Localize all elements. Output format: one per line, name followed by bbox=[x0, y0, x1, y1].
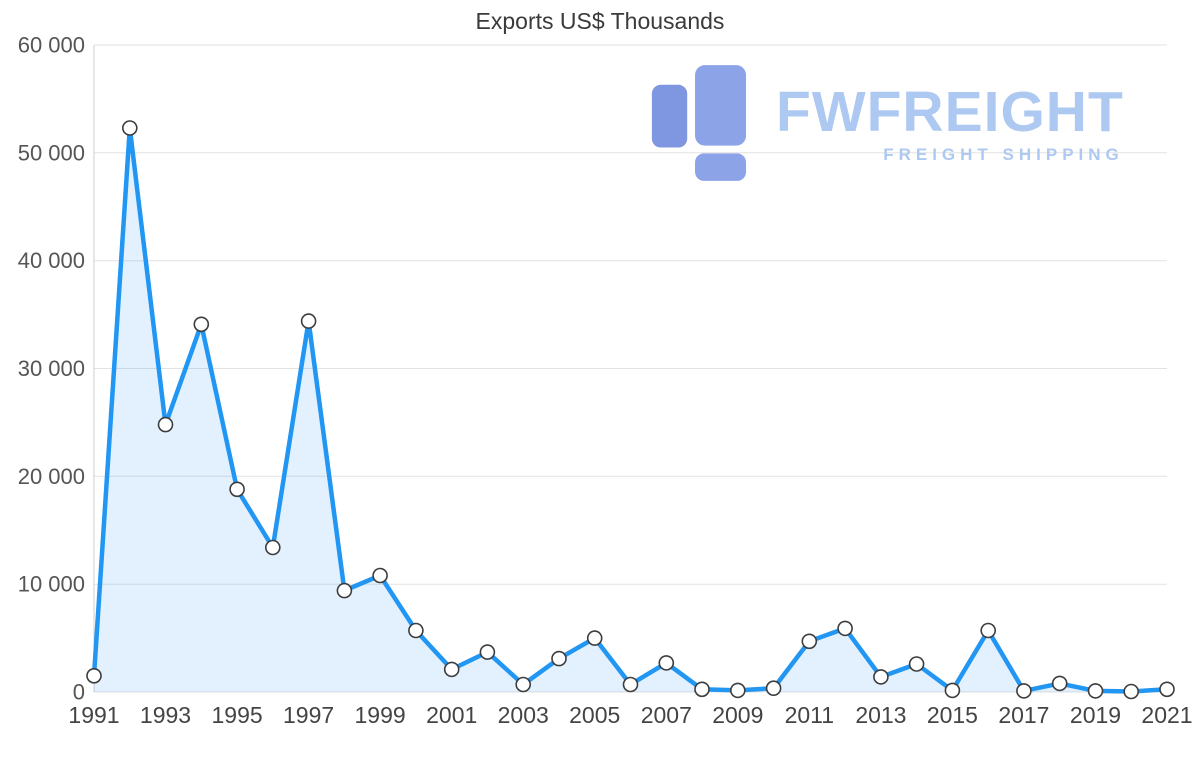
data-point bbox=[622, 676, 639, 693]
data-point bbox=[479, 644, 496, 660]
data-point bbox=[980, 622, 997, 639]
x-tick-label: 2011 bbox=[785, 702, 834, 728]
data-point bbox=[694, 681, 710, 698]
data-point bbox=[1159, 681, 1175, 698]
y-tick-label: 10 000 bbox=[18, 572, 85, 597]
y-tick-label: 20 000 bbox=[18, 464, 85, 489]
data-point bbox=[443, 661, 460, 678]
x-tick-label: 2021 bbox=[1141, 702, 1192, 728]
area-fill bbox=[94, 128, 1167, 692]
data-point bbox=[944, 682, 961, 699]
data-point bbox=[765, 680, 782, 697]
x-tick-label: 2005 bbox=[569, 702, 620, 728]
data-point bbox=[551, 650, 567, 667]
data-point bbox=[264, 539, 281, 556]
y-tick-label: 50 000 bbox=[18, 140, 85, 165]
x-tick-label: 2009 bbox=[712, 702, 763, 728]
data-point bbox=[1051, 675, 1068, 692]
data-point bbox=[229, 481, 245, 498]
data-point bbox=[1123, 683, 1139, 700]
data-point bbox=[873, 669, 889, 685]
data-point bbox=[122, 120, 138, 136]
x-tick-label: 1993 bbox=[140, 702, 191, 728]
data-point bbox=[372, 567, 388, 584]
x-tick-label: 2001 bbox=[426, 702, 477, 728]
data-point bbox=[801, 633, 818, 650]
data-point bbox=[729, 682, 746, 699]
x-tick-label: 2003 bbox=[498, 702, 549, 728]
data-point bbox=[837, 620, 853, 637]
data-point bbox=[908, 656, 925, 672]
data-point bbox=[1087, 683, 1104, 699]
chart-title: Exports US$ Thousands bbox=[475, 8, 725, 34]
x-tick-label: 1999 bbox=[355, 702, 406, 728]
data-point bbox=[408, 622, 424, 639]
y-tick-label: 40 000 bbox=[18, 248, 85, 273]
y-tick-label: 30 000 bbox=[18, 356, 85, 381]
x-tick-label: 2007 bbox=[641, 702, 692, 728]
y-tick-label: 0 bbox=[73, 680, 85, 705]
y-tick-label: 60 000 bbox=[18, 33, 85, 58]
x-tick-label: 2017 bbox=[998, 702, 1049, 728]
data-point bbox=[1016, 683, 1032, 699]
x-tick-label: 1995 bbox=[212, 702, 263, 728]
data-point bbox=[193, 316, 210, 333]
data-point bbox=[586, 630, 603, 646]
x-tick-label: 1991 bbox=[68, 702, 119, 728]
x-tick-label: 2019 bbox=[1070, 702, 1121, 728]
x-tick-label: 2015 bbox=[927, 702, 978, 728]
x-tick-label: 1997 bbox=[283, 702, 334, 728]
data-point bbox=[515, 676, 532, 693]
data-point bbox=[157, 416, 174, 433]
data-point bbox=[300, 313, 317, 329]
x-tick-label: 2013 bbox=[855, 702, 906, 728]
data-point bbox=[658, 655, 675, 671]
data-point bbox=[86, 667, 102, 684]
data-point bbox=[336, 582, 353, 599]
